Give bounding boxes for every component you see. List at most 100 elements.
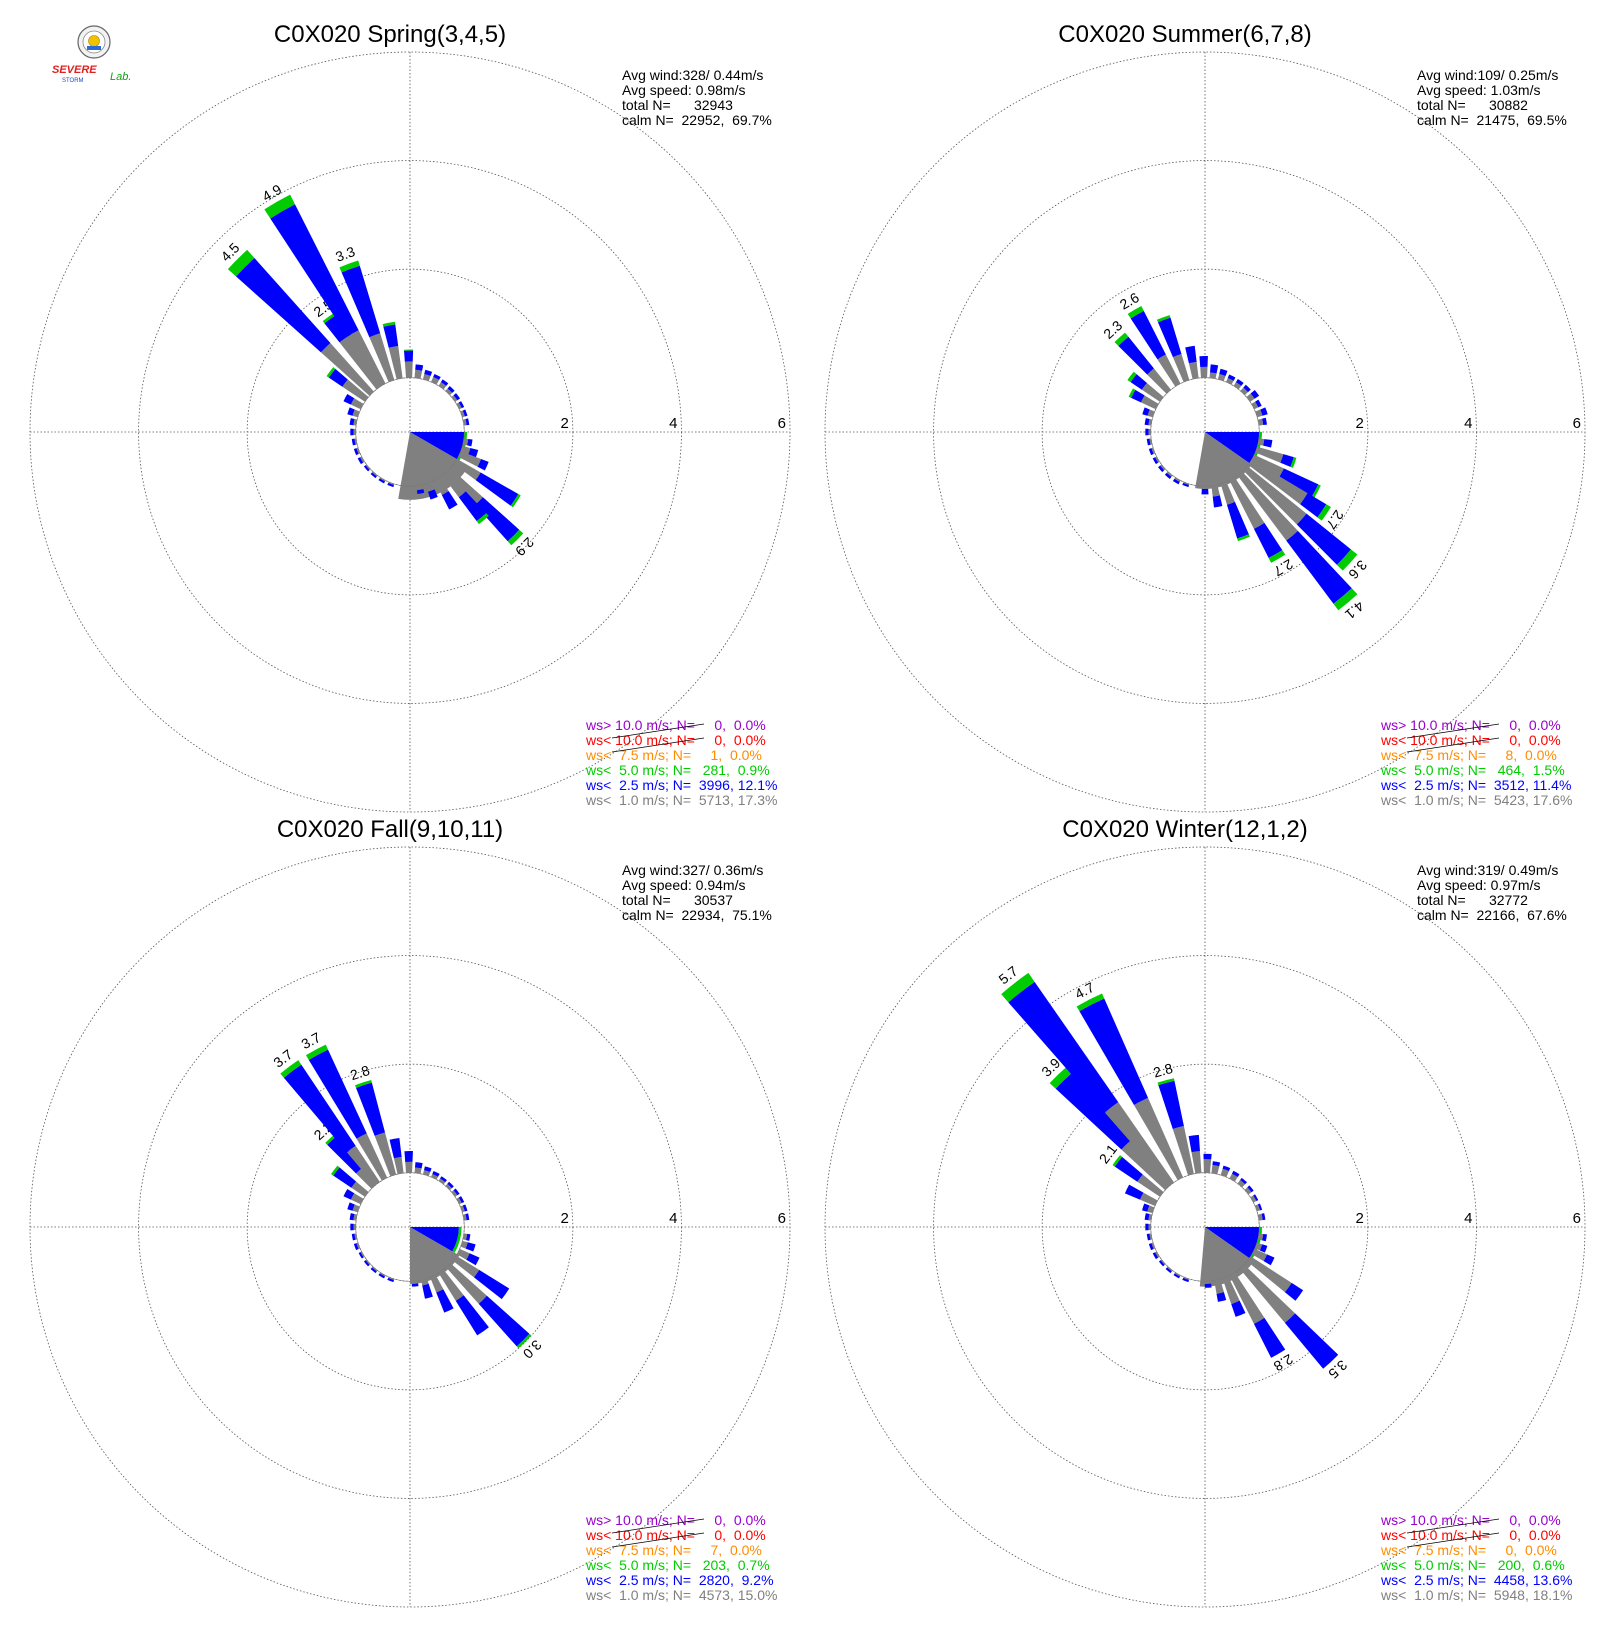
legend-entry-ws10plus: ws> 10.0 m/s; N= 0, 0.0% bbox=[585, 717, 766, 733]
bar-24-blue bbox=[416, 489, 425, 494]
bar-35-blue bbox=[1142, 1203, 1150, 1212]
bar-35-gray bbox=[1147, 1205, 1155, 1214]
bar-15-gray bbox=[460, 1205, 465, 1213]
bar-3-blue bbox=[1055, 1072, 1131, 1150]
legend-entry-ws5: ws< 5.0 m/s; N= 200, 0.6% bbox=[1380, 1557, 1565, 1573]
bar-24-gray bbox=[1214, 1279, 1224, 1294]
bar-8-gray bbox=[422, 374, 431, 382]
bar-28-gray bbox=[372, 1266, 378, 1272]
bar-18-blue bbox=[477, 458, 489, 471]
bar-31-blue bbox=[351, 438, 356, 446]
bar-2-green bbox=[227, 249, 255, 277]
bar-23-blue bbox=[428, 489, 438, 500]
bar-19-green bbox=[1317, 504, 1331, 521]
legend-entry-ws7_5: ws< 7.5 m/s; N= 0, 0.0% bbox=[1380, 1542, 1557, 1558]
bar-1-gray bbox=[339, 335, 382, 390]
calm-sector-blue bbox=[1205, 432, 1260, 464]
bar-18-blue bbox=[1259, 1244, 1268, 1253]
legend-strike-2 bbox=[611, 737, 705, 753]
bar-6-blue bbox=[1199, 356, 1208, 368]
bar-12-blue bbox=[1240, 1177, 1247, 1185]
bar-2-gray bbox=[1147, 368, 1171, 394]
bar-24-blue bbox=[422, 1283, 433, 1299]
bar-31-gray bbox=[1151, 1242, 1156, 1250]
bar-9-blue bbox=[433, 373, 441, 380]
legend-strike-1 bbox=[611, 723, 705, 739]
bar-35-blue bbox=[343, 394, 355, 405]
bar-31-blue bbox=[353, 1243, 359, 1251]
bar-20-gray bbox=[446, 468, 483, 505]
bar-21-gray bbox=[442, 471, 466, 498]
bar-7-blue bbox=[404, 1151, 413, 1163]
bar-30-gray bbox=[360, 1251, 365, 1258]
bar-23-gray bbox=[1220, 481, 1235, 505]
bar-22-blue bbox=[1253, 1317, 1286, 1358]
bar-11-gray bbox=[445, 388, 453, 396]
bar-25-blue bbox=[387, 482, 394, 488]
bar-15-blue bbox=[462, 1204, 468, 1212]
bar-6-gray bbox=[404, 361, 413, 378]
bar-25-blue bbox=[1204, 1283, 1212, 1288]
bar-6-green bbox=[1157, 1078, 1175, 1086]
bar-5-green bbox=[1076, 993, 1105, 1012]
bar-21-blue bbox=[478, 1295, 530, 1347]
legend-entry-ws5: ws< 5.0 m/s; N= 281, 0.9% bbox=[585, 762, 770, 778]
legend-entry-ws10: ws< 10.0 m/s; N= 0, 0.0% bbox=[1380, 1527, 1561, 1543]
legend-strike-2 bbox=[1406, 1532, 1500, 1548]
bar-11-gray bbox=[438, 1178, 446, 1185]
total-count-label: total N= 32943 bbox=[622, 97, 733, 113]
bar-9-blue bbox=[1212, 1161, 1221, 1167]
bar-35-blue bbox=[347, 1202, 355, 1211]
bar-4-green bbox=[305, 1044, 329, 1060]
bar-9-blue bbox=[1227, 374, 1236, 381]
bar-33-blue bbox=[349, 418, 355, 426]
bar-30-blue bbox=[358, 1251, 364, 1259]
bar-14-blue bbox=[458, 1196, 465, 1204]
logo-text-lab: Lab. bbox=[110, 71, 131, 83]
bar-36-blue bbox=[343, 1189, 355, 1200]
legend-strike-1 bbox=[1406, 1518, 1500, 1534]
bar-13-gray bbox=[1251, 401, 1259, 410]
bar-4-blue bbox=[1157, 317, 1182, 358]
bar-7-blue bbox=[415, 364, 424, 371]
calm-sector-blue bbox=[410, 1227, 459, 1252]
bar-27-gray bbox=[1174, 477, 1181, 482]
bar-20-gray bbox=[452, 1255, 480, 1278]
bar-3-gray bbox=[1157, 354, 1181, 387]
bar-13-gray bbox=[456, 402, 462, 410]
bar-13-blue bbox=[458, 401, 465, 409]
bar-23-gray bbox=[430, 1274, 444, 1293]
bar-12-blue bbox=[453, 393, 461, 401]
bar-14-blue bbox=[462, 409, 468, 417]
bar-29-blue bbox=[357, 457, 364, 465]
bar-29-gray bbox=[360, 456, 365, 463]
bar-33-blue bbox=[1145, 428, 1149, 436]
bar-3-gray bbox=[1121, 1140, 1170, 1191]
bar-22-blue bbox=[441, 491, 458, 510]
bar-27-blue bbox=[1173, 1273, 1181, 1279]
bar-2-gray bbox=[320, 342, 374, 396]
bar-6-label: 2.8 bbox=[1152, 1060, 1175, 1081]
bar-5-blue bbox=[383, 324, 399, 348]
calm-sector-gray bbox=[410, 1227, 460, 1284]
calm-sector-gray bbox=[1199, 1227, 1254, 1287]
bar-24-gray bbox=[1211, 484, 1220, 497]
avg-speed-label: Avg speed: 1.03m/s bbox=[1417, 82, 1540, 98]
bar-5-green bbox=[382, 321, 396, 327]
bar-23-blue bbox=[436, 1289, 454, 1313]
bar-29-gray bbox=[365, 1259, 371, 1265]
bar-13-gray bbox=[451, 1190, 458, 1197]
bar-7-gray bbox=[1191, 1151, 1202, 1174]
bar-20-gray bbox=[1243, 466, 1307, 525]
bar-21-green bbox=[516, 1333, 532, 1349]
bar-19-green bbox=[510, 494, 521, 508]
bar-26-gray bbox=[1183, 1276, 1190, 1281]
bar-17-green bbox=[1290, 457, 1297, 468]
legend-entry-ws1: ws< 1.0 m/s; N= 5423, 17.6% bbox=[1380, 792, 1572, 808]
bar-7-gray bbox=[405, 1161, 413, 1173]
bar-34-blue bbox=[1144, 1213, 1150, 1221]
legend-entry-ws10plus: ws> 10.0 m/s; N= 0, 0.0% bbox=[1380, 717, 1561, 733]
bar-30-blue bbox=[1152, 457, 1159, 465]
bar-36-green bbox=[326, 367, 336, 378]
bar-22-blue bbox=[1253, 522, 1283, 558]
